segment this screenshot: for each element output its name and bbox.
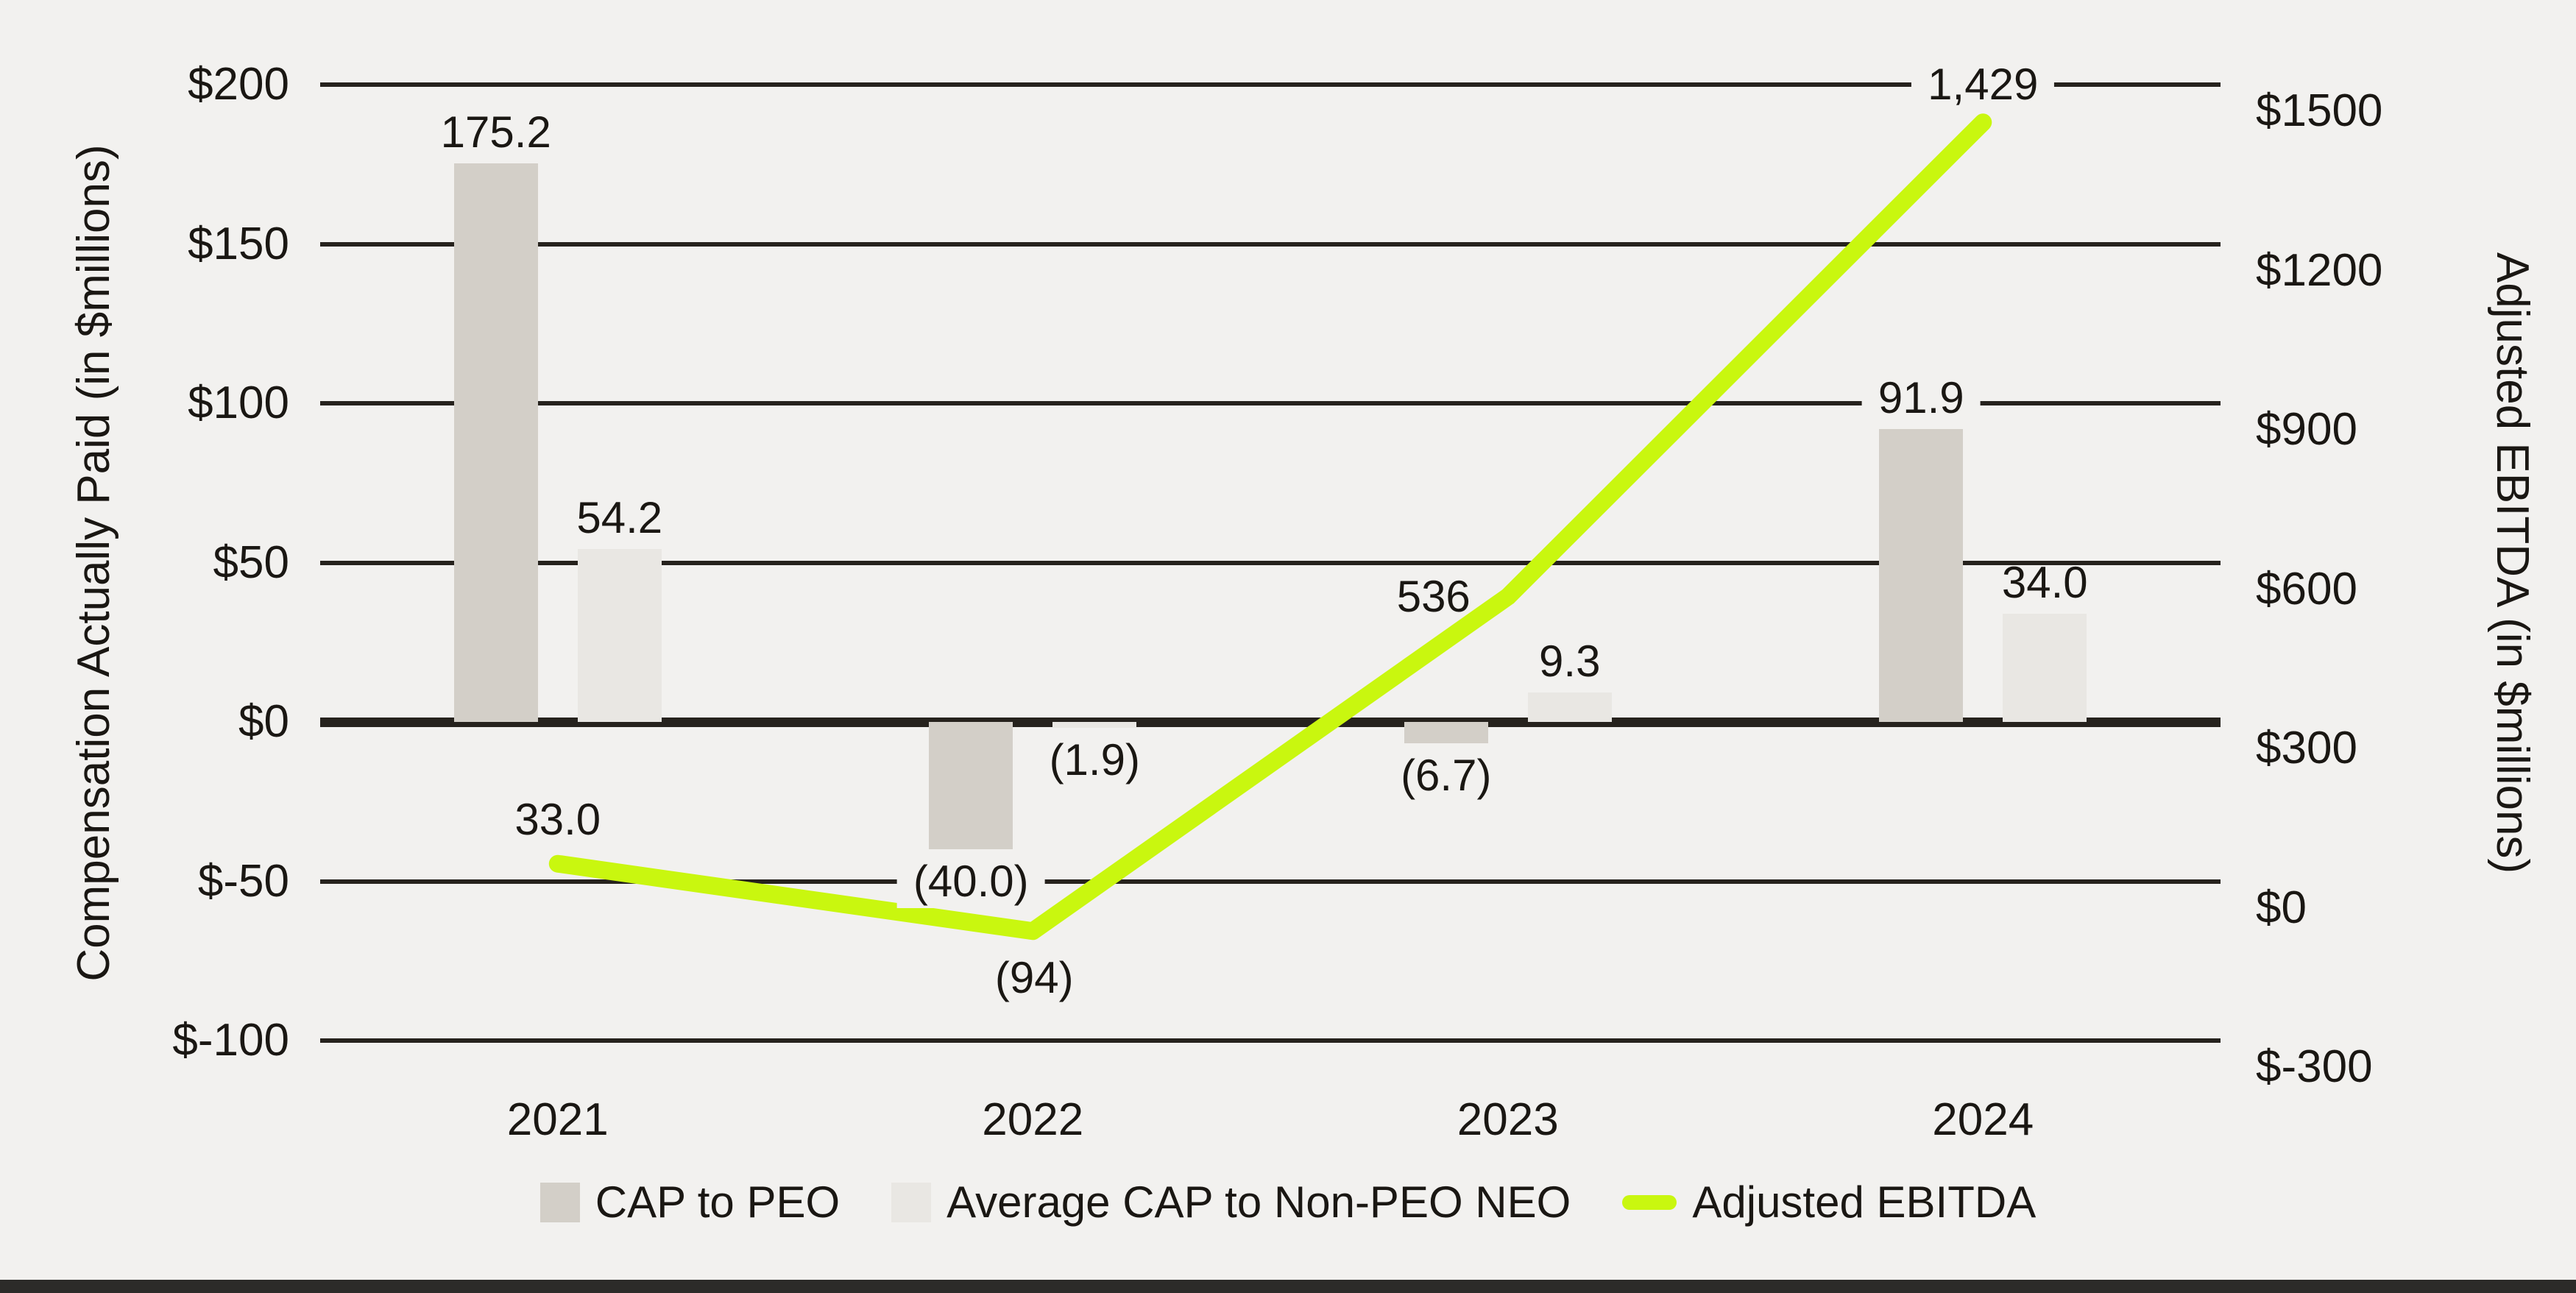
gridline — [320, 1038, 2221, 1043]
legend-square-swatch — [891, 1183, 932, 1222]
legend-line-swatch — [1622, 1195, 1677, 1210]
gridline — [320, 879, 2221, 884]
bar-cap-to-peo-2023 — [1404, 722, 1488, 743]
legend-label: Adjusted EBITDA — [1692, 1177, 2037, 1227]
left-axis-tick-label: $50 — [213, 536, 289, 588]
right-axis-tick-label: $1200 — [2256, 244, 2383, 296]
left-axis-tick-label: $-50 — [197, 855, 289, 907]
right-axis-title: Adjusted EBITDA (in $millions) — [2487, 252, 2538, 874]
gridline — [320, 560, 2221, 565]
right-axis-tick-label: $600 — [2256, 563, 2357, 614]
left-axis-tick-label: $200 — [188, 59, 289, 110]
legend-label: CAP to PEO — [595, 1177, 841, 1227]
legend-item-average-cap-to-non-peo-neo: Average CAP to Non-PEO NEO — [891, 1180, 1571, 1225]
data-label: 536 — [1396, 571, 1471, 621]
legend: CAP to PEO Average CAP to Non-PEO NEO Adju… — [0, 1177, 2576, 1228]
right-axis-tick-label: $900 — [2256, 404, 2357, 455]
legend-item-adjusted-ebitda: Adjusted EBITDA — [1622, 1180, 2036, 1225]
data-label: 54.2 — [576, 493, 663, 543]
x-axis-label-2022: 2022 — [982, 1094, 1084, 1145]
data-label: (1.9) — [1049, 735, 1140, 785]
x-axis-label-2024: 2024 — [1932, 1094, 2034, 1145]
data-label: (40.0) — [896, 855, 1045, 909]
bar-average-cap-to-non-peo-neo-2021 — [577, 549, 662, 722]
data-label: 9.3 — [1539, 636, 1601, 686]
left-axis-tick-label: $-100 — [172, 1015, 289, 1066]
bar-cap-to-peo-2024 — [1879, 429, 1964, 722]
data-label: (94) — [994, 953, 1074, 1003]
data-label: (6.7) — [1401, 751, 1492, 800]
bar-average-cap-to-non-peo-neo-2024 — [2003, 613, 2087, 722]
x-axis-label-2021: 2021 — [506, 1094, 609, 1145]
legend-label: Average CAP to Non-PEO NEO — [946, 1177, 1571, 1227]
gridline — [320, 82, 2221, 87]
legend-square-swatch — [539, 1183, 580, 1222]
left-axis-title: Compensation Actually Paid (in $millions… — [68, 144, 119, 982]
adjusted-ebitda-line — [548, 113, 1992, 940]
left-axis-tick-label: $100 — [188, 378, 289, 428]
left-axis-tick-label: $150 — [188, 218, 289, 269]
data-label: 91.9 — [1861, 372, 1981, 425]
data-label: 34.0 — [2001, 557, 2088, 607]
gridline — [320, 241, 2221, 247]
left-axis-tick-label: $0 — [238, 696, 289, 747]
legend-item-cap-to-peo: CAP to PEO — [539, 1177, 841, 1227]
data-label: 1,429 — [1911, 58, 2055, 112]
bottom-edge-bar — [0, 1280, 2576, 1293]
right-axis-tick-label: $300 — [2256, 723, 2357, 773]
bar-cap-to-peo-2022 — [929, 722, 1013, 850]
gridline — [320, 401, 2221, 405]
right-axis-tick-label: $1500 — [2256, 85, 2383, 136]
bar-average-cap-to-non-peo-neo-2023 — [1527, 692, 1612, 722]
data-label: 33.0 — [514, 794, 601, 844]
gridline — [320, 717, 2221, 727]
x-axis-label-2023: 2023 — [1457, 1094, 1559, 1145]
right-axis-tick-label: $-300 — [2256, 1041, 2373, 1092]
bar-average-cap-to-non-peo-neo-2022 — [1052, 722, 1137, 729]
bar-cap-to-peo-2021 — [453, 163, 538, 722]
right-axis-tick-label: $0 — [2256, 882, 2307, 933]
data-label: 175.2 — [440, 107, 551, 157]
